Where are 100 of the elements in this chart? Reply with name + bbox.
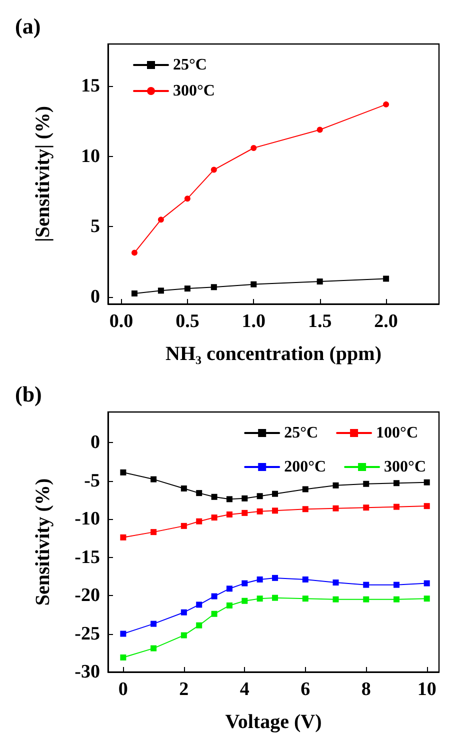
- point: [211, 494, 218, 500]
- point: [272, 490, 278, 497]
- point: [316, 278, 323, 285]
- point: [250, 281, 257, 288]
- point: [120, 469, 126, 476]
- y-tick-label: 10: [81, 146, 100, 167]
- x-tick-label: 6: [300, 679, 310, 700]
- legend-label: 25°C: [284, 424, 318, 442]
- point: [150, 620, 157, 627]
- point: [256, 596, 263, 602]
- point: [184, 196, 190, 202]
- point: [120, 654, 126, 660]
- y-tick-label: 0: [90, 432, 100, 454]
- point: [150, 645, 157, 652]
- point: [393, 504, 400, 510]
- point: [256, 576, 263, 582]
- x-tick-label: 1.0: [242, 311, 266, 332]
- point: [158, 288, 164, 294]
- y-tick-label: 0: [90, 286, 100, 308]
- point: [226, 496, 232, 502]
- point: [242, 580, 248, 586]
- x-tick-label: 0: [118, 679, 128, 700]
- point: [150, 476, 157, 482]
- point: [424, 580, 430, 586]
- y-tick-label: -25: [74, 623, 100, 644]
- point: [302, 596, 308, 602]
- point: [242, 510, 248, 516]
- x-tick-label: 2: [179, 679, 189, 700]
- point: [180, 632, 187, 638]
- point: [211, 514, 218, 521]
- x-tick-label: 8: [361, 679, 371, 700]
- point: [302, 486, 308, 492]
- point: [332, 505, 339, 512]
- legend-label: 200°C: [284, 458, 326, 476]
- y-tick-label: 5: [90, 216, 100, 238]
- x-tick-label: 0.0: [109, 311, 134, 332]
- legend-label: 25°C: [173, 56, 207, 74]
- point: [180, 522, 187, 529]
- x-tick-label: 0.5: [176, 311, 200, 332]
- y-tick-label: -15: [74, 546, 100, 568]
- point: [211, 610, 218, 617]
- legend-label: 100°C: [376, 424, 418, 442]
- legend-label: 300°C: [173, 82, 215, 100]
- point: [226, 602, 232, 608]
- point: [383, 276, 390, 282]
- point: [424, 479, 430, 486]
- point: [180, 609, 187, 616]
- y-tick-label: -30: [74, 662, 100, 682]
- point: [180, 485, 187, 492]
- point: [272, 594, 278, 601]
- point: [363, 582, 370, 588]
- point: [196, 518, 202, 524]
- point: [363, 480, 370, 487]
- point: [196, 602, 202, 608]
- point: [256, 508, 263, 514]
- x-tick-label: 10: [417, 679, 436, 700]
- chart-title: (b): [15, 382, 42, 406]
- point: [363, 504, 370, 511]
- x-tick-label: 1.5: [308, 311, 332, 332]
- point: [131, 250, 138, 256]
- point: [424, 596, 430, 602]
- point: [196, 490, 202, 496]
- point: [332, 482, 339, 488]
- y-axis-title: Sensitivity (%): [32, 478, 54, 606]
- point: [393, 596, 400, 602]
- point: [393, 480, 400, 486]
- point: [120, 630, 126, 637]
- point: [250, 145, 257, 151]
- point: [184, 286, 190, 292]
- point: [302, 576, 308, 582]
- y-axis-title: |Sensitivity| (%): [32, 106, 54, 242]
- x-tick-label: 4: [240, 679, 250, 700]
- y-tick-label: 15: [81, 76, 100, 97]
- chart-title: (a): [15, 14, 41, 38]
- legend-label: 300°C: [384, 458, 426, 476]
- point: [363, 596, 370, 602]
- y-tick-label: -5: [84, 470, 100, 492]
- point: [242, 495, 248, 502]
- point: [393, 582, 400, 588]
- x-axis-title: Voltage (V): [225, 711, 322, 733]
- point: [302, 506, 308, 512]
- y-tick-label: -20: [74, 585, 100, 606]
- point: [272, 574, 278, 581]
- point: [150, 529, 157, 536]
- point: [226, 586, 232, 592]
- point: [256, 493, 263, 500]
- point: [383, 101, 390, 108]
- point: [211, 593, 218, 600]
- point: [316, 126, 323, 133]
- point: [158, 216, 164, 223]
- point: [210, 284, 217, 290]
- y-tick-label: -10: [74, 508, 100, 530]
- point: [210, 166, 217, 173]
- x-tick-label: 2.0: [374, 311, 398, 332]
- point: [332, 580, 339, 586]
- point: [424, 503, 430, 510]
- point: [196, 622, 202, 628]
- point: [131, 290, 138, 296]
- point: [272, 508, 278, 514]
- point: [332, 596, 339, 602]
